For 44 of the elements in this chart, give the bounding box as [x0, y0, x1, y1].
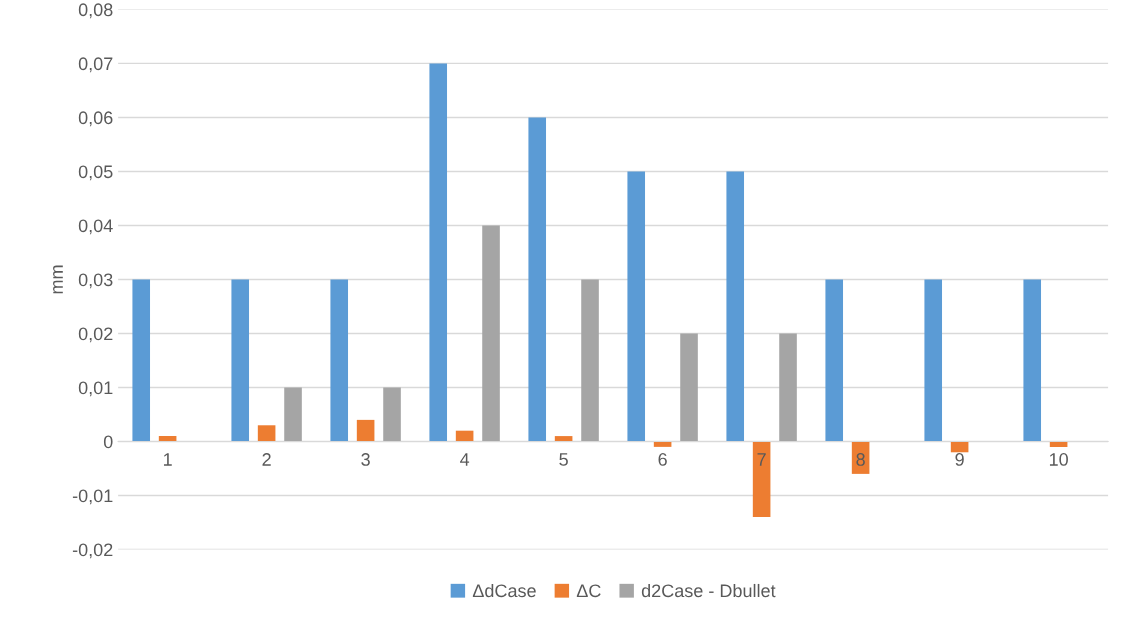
bar	[825, 279, 844, 442]
bar	[779, 333, 797, 442]
x-tick-label: 3	[361, 453, 370, 466]
x-tick-label: 5	[559, 453, 568, 466]
bar	[924, 279, 943, 442]
bar	[752, 441, 771, 518]
y-tick-label: 0,05	[78, 165, 113, 181]
bar	[132, 279, 151, 442]
bar	[231, 279, 250, 442]
y-tick-label: -0,01	[72, 489, 113, 505]
y-tick-label: 0,08	[78, 3, 113, 19]
bar	[726, 171, 745, 442]
x-tick-label: 6	[658, 453, 667, 466]
legend-label: ΔdCase	[472, 583, 536, 598]
x-tick-label: 1	[163, 453, 172, 466]
legend-label: d2Case - Dbullet	[641, 583, 776, 598]
bar	[383, 387, 401, 442]
bar	[482, 225, 500, 442]
bar	[1023, 279, 1042, 442]
bar	[330, 279, 349, 442]
y-tick-label: 0,04	[78, 219, 113, 235]
bar	[581, 279, 599, 442]
x-tick-label: 4	[460, 453, 470, 466]
x-tick-label: 2	[262, 453, 271, 466]
bar	[680, 333, 698, 442]
bar	[528, 117, 547, 442]
x-tick-label: 10	[1049, 453, 1068, 466]
y-tick-label: 0	[103, 435, 113, 449]
x-tick-label: 8	[856, 453, 865, 466]
x-tick-label: 7	[757, 453, 766, 466]
y-tick-label: 0,07	[78, 57, 113, 73]
bar	[429, 63, 448, 442]
y-tick-label: -0,02	[72, 543, 113, 559]
y-tick-label: 0,01	[78, 381, 113, 397]
legend-label: ΔC	[576, 584, 601, 598]
bar	[627, 171, 646, 442]
y-tick-label: 0,06	[78, 111, 113, 127]
x-tick-label: 9	[955, 453, 964, 466]
bar	[284, 387, 302, 442]
y-axis-title: mm	[53, 265, 63, 294]
bar	[356, 419, 375, 442]
y-tick-label: 0,03	[78, 273, 113, 289]
bar	[257, 425, 276, 442]
y-tick-label: 0,02	[78, 327, 113, 343]
